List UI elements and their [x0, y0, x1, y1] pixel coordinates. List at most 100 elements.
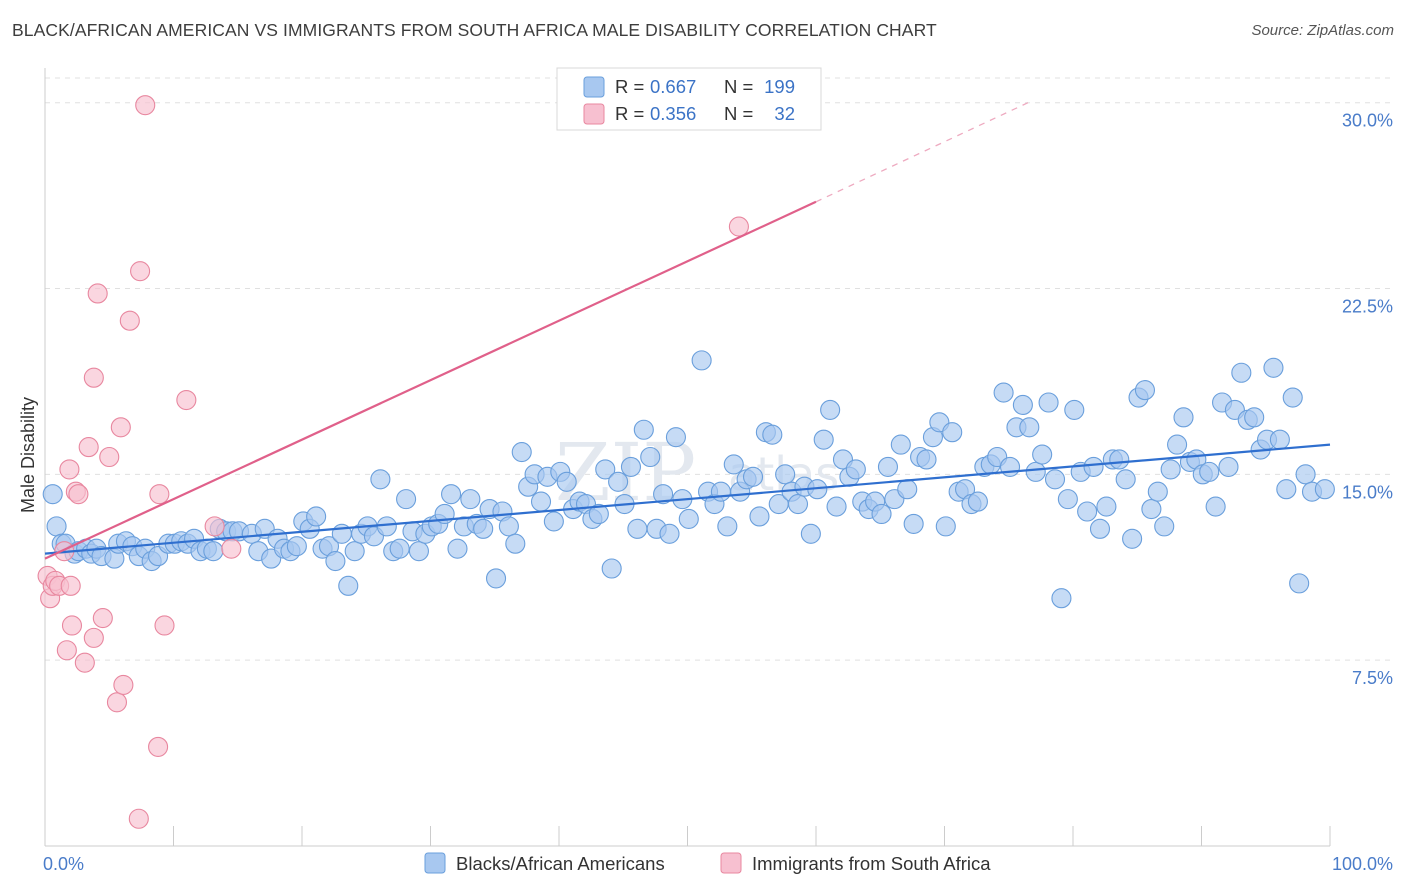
bottom-legend: Blacks/African Americans Immigrants from… — [424, 852, 991, 874]
blue-data-point — [1160, 459, 1181, 480]
axes — [44, 68, 1331, 847]
blue-data-point — [717, 516, 738, 537]
blue-data-point — [993, 382, 1014, 403]
blue-data-point — [820, 399, 841, 420]
blue-data-point — [1199, 461, 1220, 482]
blue-data-point — [441, 484, 462, 505]
blue-data-point — [775, 464, 796, 485]
pink-data-point — [59, 459, 80, 480]
blue-data-point — [1083, 456, 1104, 477]
pink-data-point — [61, 615, 83, 636]
blue-data-point — [1038, 392, 1059, 413]
blue-data-point — [1109, 449, 1130, 470]
blue-data-point — [306, 506, 327, 527]
blue-data-point — [498, 516, 519, 537]
blue-data-point — [967, 491, 988, 512]
blue-data-point — [1032, 444, 1053, 465]
blue-data-point — [1147, 481, 1168, 502]
blue-data-point — [530, 491, 552, 512]
blue-data-point — [1025, 461, 1046, 482]
blue-data-point — [1269, 429, 1290, 450]
blue-data-point — [1141, 498, 1162, 520]
blue-data-point — [897, 479, 918, 500]
blue-data-point — [742, 466, 764, 487]
blue-data-point — [1077, 501, 1098, 522]
pink-data-point — [148, 736, 169, 757]
blue-data-point — [633, 419, 654, 440]
blue-data-point — [1122, 528, 1143, 549]
pink-data-point — [728, 216, 749, 237]
pink-data-point — [135, 95, 156, 116]
blue-data-point — [1173, 407, 1194, 428]
blue-data-point — [935, 516, 956, 537]
pink-data-point — [110, 417, 131, 438]
blue-data-point — [447, 538, 468, 559]
blue-data-point — [762, 424, 783, 445]
blue-data-point — [653, 484, 674, 505]
legend-n-value: 199 — [764, 76, 795, 97]
y-tick-label: 30.0% — [1342, 111, 1393, 131]
blue-data-point — [1115, 469, 1136, 490]
blue-data-point — [1057, 489, 1078, 510]
blue-data-point — [608, 471, 629, 492]
pink-data-point — [83, 367, 104, 388]
blue-data-point — [691, 350, 712, 371]
bottom-legend-swatch-pink — [720, 852, 742, 874]
trend-lines — [44, 102, 1331, 560]
legend-n-label: N = — [724, 103, 753, 124]
pink-data-point — [119, 310, 140, 331]
legend-r-label: R = — [615, 76, 644, 97]
blue-data-point — [543, 511, 564, 532]
pink-data-point — [204, 516, 225, 537]
blue-data-point — [1089, 518, 1111, 539]
blue-data-point — [389, 538, 410, 559]
pink-data-point — [154, 615, 175, 636]
blue-data-point — [325, 551, 346, 572]
pink-trend-line — [44, 200, 817, 560]
blue-data-point — [640, 446, 661, 468]
y-tick-label: 7.5% — [1352, 668, 1393, 688]
blue-data-point — [511, 441, 532, 463]
legend-n-label: N = — [724, 76, 753, 97]
pink-data-point — [68, 484, 89, 505]
blue-data-point — [1231, 362, 1252, 383]
blue-data-point — [1295, 464, 1316, 485]
blue-data-point — [370, 469, 391, 490]
pink-data-point — [92, 608, 113, 629]
blue-data-point — [1244, 407, 1265, 428]
blue-data-point — [678, 508, 699, 529]
pink-data-point — [74, 652, 95, 673]
pink-data-point — [56, 640, 77, 661]
blue-data-point — [723, 454, 744, 475]
blue-data-point — [942, 422, 963, 443]
blue-data-point — [344, 541, 365, 562]
x-tick-label: 100.0% — [1332, 854, 1393, 874]
blue-data-point — [627, 518, 648, 539]
blue-data-point — [826, 496, 847, 517]
pink-data-point — [87, 283, 108, 304]
blue-data-point — [460, 489, 481, 510]
y-tick-label: 15.0% — [1342, 482, 1393, 502]
legend-r-value: 0.667 — [650, 76, 696, 97]
blue-data-point — [877, 456, 899, 477]
pink-trend-line-extension — [815, 102, 1029, 203]
blue-data-point — [1314, 479, 1335, 500]
blue-data-point — [505, 533, 526, 554]
blue-data-point — [1019, 417, 1040, 438]
pink-data-point — [149, 484, 170, 505]
blue-data-point — [1064, 399, 1085, 420]
blue-data-point — [203, 541, 224, 562]
pink-data-point — [83, 627, 104, 648]
blue-data-point — [408, 541, 429, 562]
legend-swatch-pink — [583, 103, 605, 125]
y-tick-label: 22.5% — [1342, 297, 1393, 317]
blue-data-point — [903, 513, 924, 534]
blue-data-point — [1154, 516, 1175, 537]
pink-data-point — [176, 389, 197, 411]
legend-box: R = 0.667 N = 199 R = 0.356 N = 32 — [556, 67, 822, 131]
blue-data-point — [338, 575, 359, 596]
blue-data-point — [665, 427, 686, 448]
blue-data-point — [46, 516, 67, 537]
blue-data-point — [787, 494, 809, 515]
